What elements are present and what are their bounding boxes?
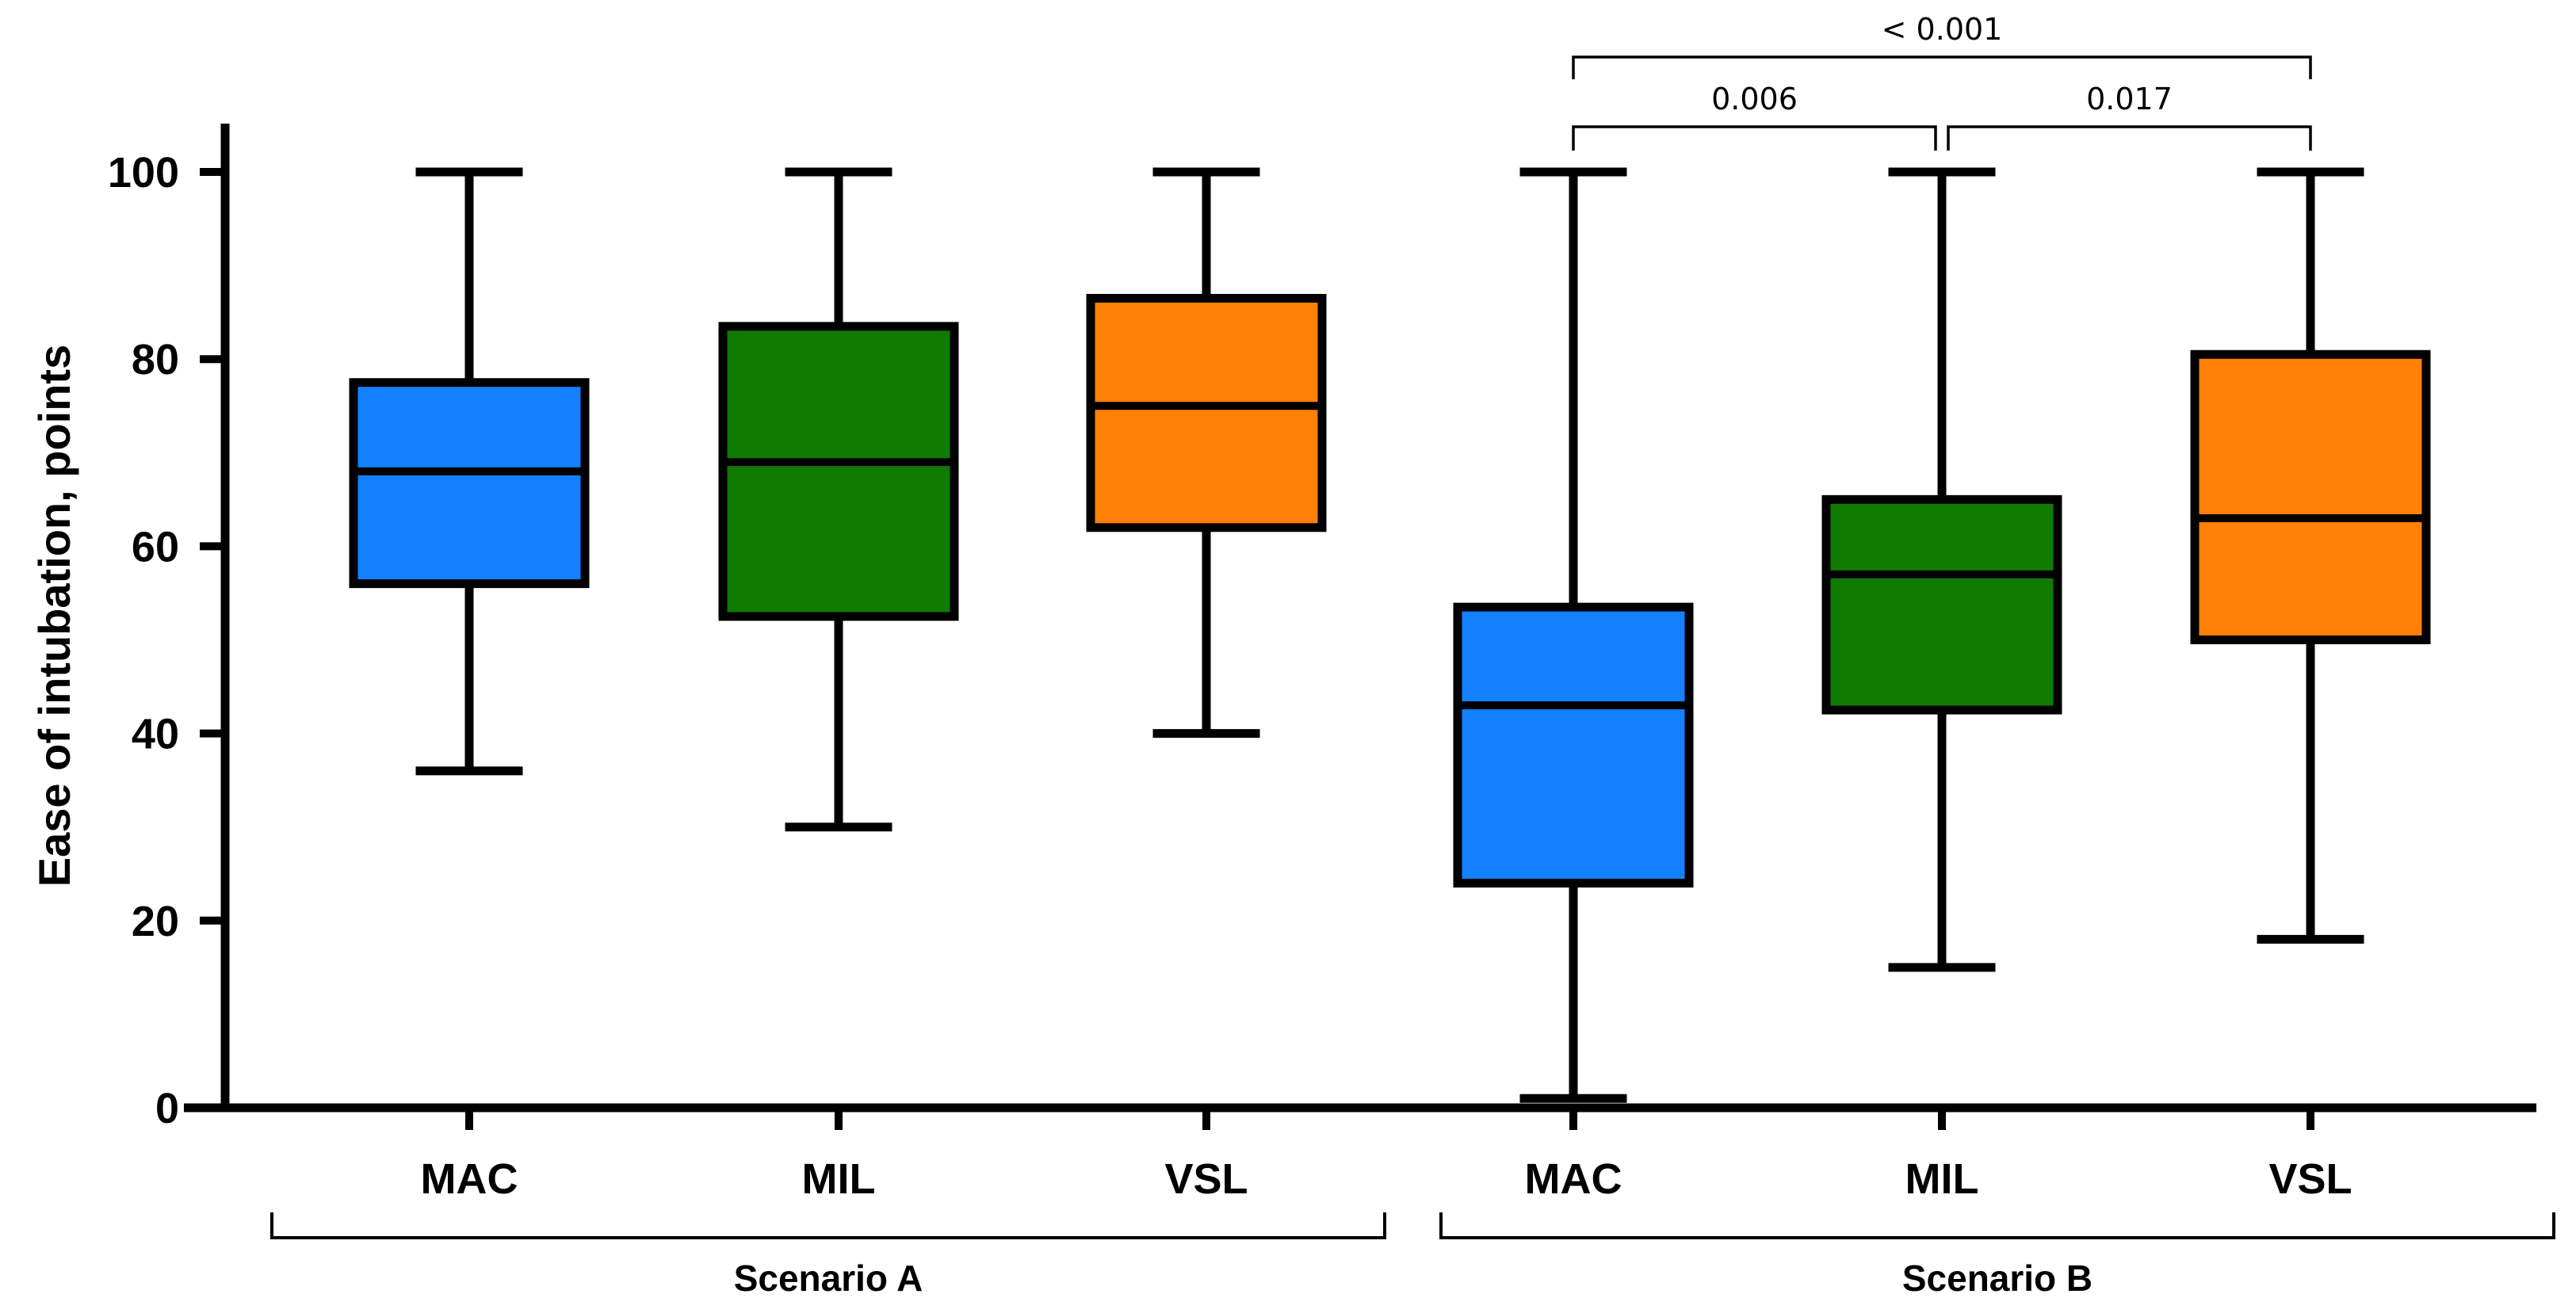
significance-layer: < 0.001 0.006 0.017 xyxy=(1572,12,2312,151)
box-vsl-scenario-a xyxy=(1086,167,1327,739)
x-tick-label-vsl: VSL xyxy=(2268,1155,2352,1203)
group-label-scenario-b: Scenario B xyxy=(1902,1258,2093,1299)
significance-bracket xyxy=(1572,125,1937,151)
boxes-layer xyxy=(349,167,2431,1103)
box-iqr xyxy=(718,322,959,621)
y-tick-label: 80 xyxy=(132,336,179,384)
x-tick-label-mil: MIL xyxy=(1905,1155,1979,1203)
box-mac-scenario-a xyxy=(349,167,590,776)
box-iqr xyxy=(349,378,590,589)
x-tick-label-mac: MAC xyxy=(421,1155,518,1203)
y-ticks-layer: 0 20 40 60 80 100 xyxy=(108,149,225,1132)
significance-p-value: < 0.001 xyxy=(1882,12,2003,47)
box-iqr xyxy=(1453,602,1694,888)
box-mac-scenario-b xyxy=(1453,167,1694,1103)
significance-bracket xyxy=(1947,125,2312,151)
y-tick-label: 40 xyxy=(132,711,179,758)
box-mil-scenario-a xyxy=(718,167,959,832)
y-tick-label: 0 xyxy=(155,1085,179,1132)
box-iqr xyxy=(1086,293,1327,532)
x-tick-label-mac: MAC xyxy=(1525,1155,1622,1203)
axes-layer xyxy=(184,124,2536,1113)
x-tick-label-vsl: VSL xyxy=(1164,1155,1248,1203)
y-tick-label: 100 xyxy=(108,149,179,197)
group-label-scenario-a: Scenario A xyxy=(734,1258,923,1299)
significance-bracket xyxy=(1572,55,2312,79)
box-vsl-scenario-b xyxy=(2190,167,2431,944)
group-bracket xyxy=(1439,1212,2555,1239)
box-iqr xyxy=(1821,494,2062,715)
significance-p-value: 0.017 xyxy=(2086,82,2173,116)
box-mil-scenario-b xyxy=(1821,167,2062,972)
group-bracket xyxy=(270,1212,1386,1239)
significance-p-value: 0.006 xyxy=(1711,82,1798,116)
x-tick-label-mil: MIL xyxy=(802,1155,876,1203)
y-tick-label: 60 xyxy=(132,523,179,571)
y-tick-label: 20 xyxy=(132,898,179,945)
x-labels-layer: MAC MIL VSL MAC MIL VSL xyxy=(421,1108,2352,1203)
y-axis-title: Ease of intubation, points xyxy=(29,345,79,887)
group-brackets-layer: Scenario A Scenario B xyxy=(270,1212,2555,1299)
box-iqr xyxy=(2190,349,2431,644)
